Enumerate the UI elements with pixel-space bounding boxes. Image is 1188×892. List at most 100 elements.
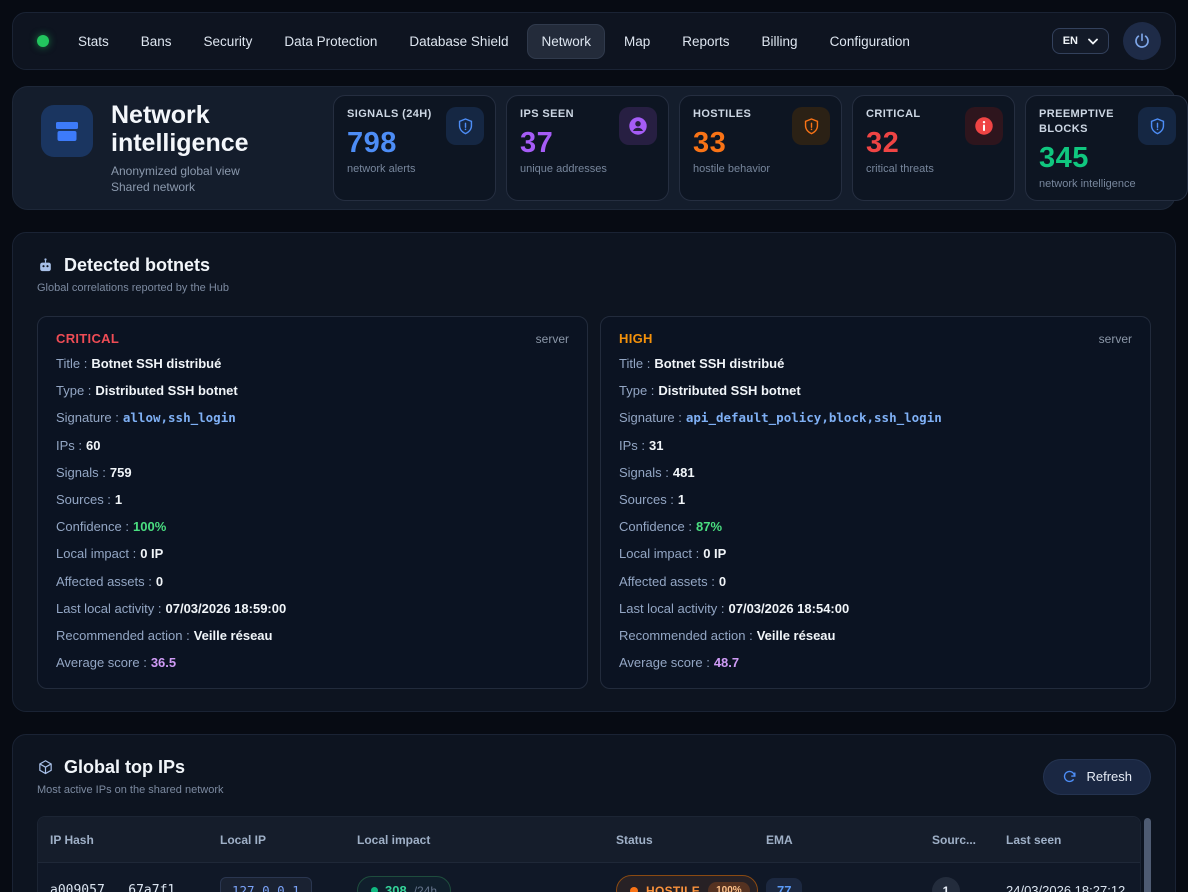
ema-badge: 77 <box>766 878 803 892</box>
sources-cell: 1 <box>932 876 1006 892</box>
field-title: Title : Botnet SSH distribué <box>56 356 222 371</box>
nav-item-map[interactable]: Map <box>623 33 651 49</box>
col-status: Status <box>616 832 653 847</box>
field-type: Type : Distributed SSH botnet <box>619 383 801 399</box>
field-average-score: Average score :48.7 <box>619 655 740 671</box>
field-signature: Signature : api_default_policy,block,ssh_… <box>619 410 942 426</box>
stat-card-critical: CRITICAL 32 critical threats <box>852 95 1015 201</box>
stat-card-hostiles: HOSTILES 33 hostile behavior <box>679 95 842 201</box>
field-affected-assets: Affected assets :0 <box>619 573 727 589</box>
field-signature: Signature : allow,ssh_login <box>56 410 236 426</box>
nav-item-security[interactable]: Security <box>203 33 253 49</box>
page-subtitle: Anonymized global view Shared network <box>111 163 240 194</box>
hostile-status-badge: HOSTILE 100% <box>616 875 758 892</box>
language-select[interactable]: EN <box>1051 28 1109 54</box>
nav-item-billing[interactable]: Billing <box>761 33 798 49</box>
refresh-label: Refresh <box>1086 769 1132 785</box>
language-value: EN <box>1062 35 1078 47</box>
archive-icon <box>41 104 93 157</box>
last-seen-cell: 24/03/2026 18:27:12 <box>1006 883 1126 892</box>
field-recommended-action: Recommended action : Veille réseau <box>619 627 836 643</box>
local-ip-badge: 127.0.0.1 <box>220 877 312 892</box>
field-local-impact: Local impact :0 IP <box>619 546 727 562</box>
status-percent-badge: 100% <box>708 882 750 892</box>
field-type: Type : Distributed SSH botnet <box>56 383 238 399</box>
nav-item-reports[interactable]: Reports <box>682 33 730 49</box>
nav-item-bans[interactable]: Bans <box>140 33 172 49</box>
info-circle-icon <box>965 107 1003 145</box>
topips-subtitle: Most active IPs on the shared network <box>37 784 224 797</box>
col-last-seen: Last seen <box>1006 832 1062 847</box>
ema-cell: 77 <box>766 878 932 892</box>
nav-item-data-protection[interactable]: Data Protection <box>284 33 378 49</box>
nav-item-network[interactable]: Network <box>527 23 605 59</box>
local-impact-cell: 308 /24h <box>357 876 616 892</box>
stat-card-preemptive-blocks: PREEMPTIVE BLOCKS 345 network intelligen… <box>1025 95 1188 201</box>
severity-badge: CRITICAL <box>56 331 120 346</box>
field-signals: Signals :481 <box>619 464 695 480</box>
detected-botnets-panel: Detected botnets Global correlations rep… <box>12 232 1176 713</box>
local-ip-cell: 127.0.0.1 <box>220 877 357 892</box>
nav-right: EN <box>1051 22 1161 60</box>
chevron-down-icon <box>1088 38 1098 45</box>
green-dot-icon <box>371 887 378 892</box>
status-cell: HOSTILE 100% ... <box>616 875 770 892</box>
botnet-icon <box>37 257 54 274</box>
stat-card-ips-seen: IPS SEEN 37 unique addresses <box>506 95 669 201</box>
botnets-title-row: Detected botnets <box>37 255 1151 276</box>
source-label: server <box>1098 332 1132 346</box>
botnets-title: Detected botnets <box>64 255 211 275</box>
field-local-impact: Local impact :0 IP <box>56 546 164 562</box>
col-local-ip: Local IP <box>220 832 267 847</box>
field-recommended-action: Recommended action : Veille réseau <box>56 627 273 643</box>
top-navbar: Stats Bans Security Data Protection Data… <box>12 12 1176 70</box>
nav-item-configuration[interactable]: Configuration <box>829 33 910 49</box>
col-sources: Sourc... <box>932 832 977 847</box>
refresh-button[interactable]: Refresh <box>1043 758 1151 795</box>
field-affected-assets: Affected assets :0 <box>56 573 164 589</box>
field-average-score: Average score :36.5 <box>56 655 177 671</box>
nav-items: Stats Bans Security Data Protection Data… <box>65 23 1052 59</box>
col-local-impact: Local impact <box>357 832 431 847</box>
field-sources: Sources :1 <box>619 491 686 507</box>
field-ips: IPs :31 <box>619 437 664 453</box>
botnet-cards: CRITICAL server Title : Botnet SSH distri… <box>37 316 1151 690</box>
field-signals: Signals :759 <box>56 464 132 480</box>
table-header-row: IP Hash Local IP Local impact Status EMA… <box>38 817 1140 864</box>
power-button[interactable] <box>1123 22 1161 60</box>
header-text: Network intelligence Anonymized global v… <box>111 101 286 195</box>
refresh-icon <box>1062 769 1077 784</box>
nav-item-database-shield[interactable]: Database Shield <box>409 33 509 49</box>
field-confidence: Confidence :87% <box>619 519 723 535</box>
orange-dot-icon <box>630 886 638 892</box>
scrollbar-thumb[interactable] <box>1143 818 1151 892</box>
botnet-card-critical: CRITICAL server Title : Botnet SSH distri… <box>37 316 588 690</box>
topips-title-row: Global top IPs <box>37 757 223 778</box>
ip-hash-cell: a009057...67a7f1 <box>50 883 176 892</box>
online-status-dot <box>37 35 49 47</box>
stat-card-signals: SIGNALS (24H) 798 network alerts <box>333 95 496 201</box>
shield-icon <box>1138 107 1176 145</box>
field-last-activity: Last local activity :07/03/2026 18:54:00 <box>619 600 850 616</box>
power-icon <box>1133 32 1151 50</box>
status-overflow: ... <box>759 883 770 892</box>
botnet-card-high: HIGH server Title : Botnet SSH distribué … <box>600 316 1151 690</box>
stats-row: SIGNALS (24H) 798 network alerts IPS SEE… <box>333 95 1188 201</box>
shield-alert-icon <box>792 107 830 145</box>
field-sources: Sources :1 <box>56 491 123 507</box>
global-top-ips-panel: Global top IPs Most active IPs on the sh… <box>12 734 1176 892</box>
field-title: Title : Botnet SSH distribué <box>619 356 785 371</box>
field-ips: IPs :60 <box>56 437 101 453</box>
severity-badge: HIGH <box>619 331 653 346</box>
table-row[interactable]: a009057...67a7f1 127.0.0.1 308 /24h <box>38 863 1140 892</box>
field-confidence: Confidence :100% <box>56 519 167 535</box>
sources-badge: 1 <box>932 876 960 892</box>
nav-item-stats[interactable]: Stats <box>78 33 109 49</box>
source-label: server <box>535 332 569 346</box>
cube-icon <box>37 759 54 776</box>
impact-pill: 308 /24h <box>357 876 452 892</box>
field-last-activity: Last local activity :07/03/2026 18:59:00 <box>56 600 287 616</box>
top-ips-table: IP Hash Local IP Local impact Status EMA… <box>37 816 1151 892</box>
table-scrollbar[interactable] <box>1143 816 1151 892</box>
